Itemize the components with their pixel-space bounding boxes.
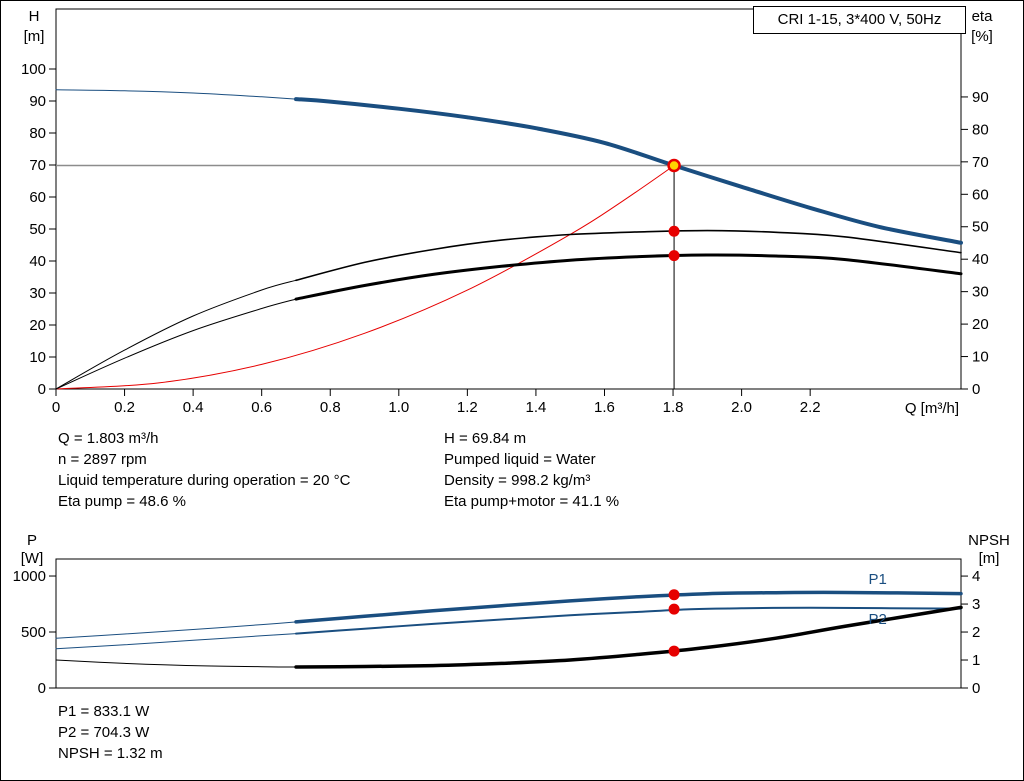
p1-curve xyxy=(294,590,963,624)
power-plot-frame xyxy=(55,558,962,689)
y-right-tick-label: 1 xyxy=(972,652,980,669)
y-left-axis-label: P xyxy=(27,532,37,549)
x-tick-label: 0.8 xyxy=(320,399,341,416)
eta-pump-motor-curve xyxy=(294,253,963,301)
npsh-curve xyxy=(294,605,963,669)
pump-model-title: CRI 1-15, 3*400 V, 50Hz xyxy=(753,6,966,34)
p1-point xyxy=(668,589,680,601)
y-right-tick-label: 0 xyxy=(972,381,980,398)
p2-curve xyxy=(295,606,962,635)
y-left-tick-label: 70 xyxy=(29,157,46,174)
info-line-p2: P2 = 704.3 W xyxy=(58,724,150,741)
y-left-axis-label: [m] xyxy=(24,28,45,45)
y-left-tick-label: 20 xyxy=(29,317,46,334)
x-axis-label: Q [m³/h] xyxy=(905,400,959,417)
system-curve xyxy=(55,165,675,390)
info-line-speed: n = 2897 rpm xyxy=(58,451,147,468)
x-tick-label: 1.8 xyxy=(663,399,684,416)
x-tick-label: 0 xyxy=(52,399,60,416)
y-left-tick-label: 30 xyxy=(29,285,46,302)
y-right-tick-label: 0 xyxy=(972,680,980,697)
y-left-axis-label: H xyxy=(29,8,40,25)
eta-pump-curve-thin xyxy=(55,279,297,390)
y-right-tick-label: 80 xyxy=(972,121,989,138)
y-right-tick-label: 60 xyxy=(972,186,989,203)
y-right-axis-label: [%] xyxy=(971,28,993,45)
y-left-tick-label: 50 xyxy=(29,221,46,238)
y-right-axis-label: NPSH xyxy=(968,532,1010,549)
power-info: P1 = 833.1 W P2 = 704.3 W NPSH = 1.32 m xyxy=(58,701,163,764)
y-left-tick-label: 500 xyxy=(21,624,46,641)
y-right-tick-label: 50 xyxy=(972,219,989,236)
info-line-eta-pump: Eta pump = 48.6 % xyxy=(58,493,186,510)
p1-curve-thin xyxy=(55,621,297,639)
info-line-head: H = 69.84 m xyxy=(444,430,527,447)
y-left-tick-label: 40 xyxy=(29,253,46,270)
p2-curve-label: P2 xyxy=(868,611,886,628)
y-right-tick-label: 90 xyxy=(972,89,989,106)
duty-info-right: H = 69.84 m Pumped liquid = Water Densit… xyxy=(444,428,619,512)
info-line-eta-pump-motor: Eta pump+motor = 41.1 % xyxy=(444,493,620,510)
x-tick-label: 2.0 xyxy=(731,399,752,416)
y-right-tick-label: 20 xyxy=(972,316,989,333)
x-tick-label: 0.4 xyxy=(183,399,204,416)
y-right-axis-label: [m] xyxy=(979,550,1000,567)
info-line-liquid: Pumped liquid = Water xyxy=(444,451,596,468)
p2-point xyxy=(668,603,680,615)
y-left-tick-label: 10 xyxy=(29,349,46,366)
npsh-point xyxy=(668,645,680,657)
y-right-tick-label: 2 xyxy=(972,624,980,641)
info-line-npsh: NPSH = 1.32 m xyxy=(58,745,163,762)
x-tick-label: 1.6 xyxy=(594,399,615,416)
duty-point xyxy=(667,158,681,173)
info-line-p1: P1 = 833.1 W xyxy=(58,703,150,720)
y-right-tick-label: 4 xyxy=(972,568,980,585)
y-left-tick-label: 60 xyxy=(29,189,46,206)
y-left-axis-label: [W] xyxy=(21,550,44,567)
y-left-tick-label: 90 xyxy=(29,93,46,110)
hq-plot-frame xyxy=(55,8,962,390)
duty-info-left: Q = 1.803 m³/h n = 2897 rpm Liquid tempe… xyxy=(58,428,350,512)
hq-curve-thin xyxy=(55,89,297,100)
x-tick-label: 2.2 xyxy=(800,399,821,416)
p1-curve-label: P1 xyxy=(868,571,886,588)
hq-eta-chart: 0 0.2 0.4 0.6 0.8 1.0 1.2 1.4 1.6 1.8 2.0 2.2 0 10 20 3… xyxy=(21,8,993,417)
y-right-tick-label: 10 xyxy=(972,349,989,366)
hq-curve xyxy=(294,97,963,245)
y-left-tick-label: 1000 xyxy=(13,568,46,585)
y-left-tick-label: 0 xyxy=(38,381,46,398)
npsh-curve-thin xyxy=(55,659,297,668)
y-left-tick-label: 0 xyxy=(38,680,46,697)
info-line-density: Density = 998.2 kg/m³ xyxy=(444,472,591,489)
x-tick-label: 1.2 xyxy=(457,399,478,416)
x-tick-label: 1.0 xyxy=(388,399,409,416)
power-npsh-chart: 0 500 1000 0 1 2 3 4 P[W] NPSH[m] P1 P2 xyxy=(13,532,1010,697)
y-left-tick-label: 80 xyxy=(29,125,46,142)
y-right-tick-label: 3 xyxy=(972,596,980,613)
y-right-tick-label: 30 xyxy=(972,284,989,301)
x-tick-label: 0.2 xyxy=(114,399,135,416)
eta-pump-motor-curve-thin xyxy=(55,298,297,390)
y-right-tick-label: 70 xyxy=(972,154,989,171)
eta-pump-point xyxy=(668,225,680,237)
y-left-tick-label: 100 xyxy=(21,61,46,78)
p2-curve-thin xyxy=(55,633,297,650)
y-right-axis-label: eta xyxy=(972,8,994,25)
x-tick-label: 1.4 xyxy=(525,399,546,416)
eta-pump-curve xyxy=(295,229,962,282)
info-line-temperature: Liquid temperature during operation = 20… xyxy=(58,472,351,489)
x-tick-label: 0.6 xyxy=(251,399,272,416)
info-line-flow: Q = 1.803 m³/h xyxy=(58,430,159,447)
eta-pump-motor-point xyxy=(668,250,680,262)
y-right-tick-label: 40 xyxy=(972,251,989,268)
